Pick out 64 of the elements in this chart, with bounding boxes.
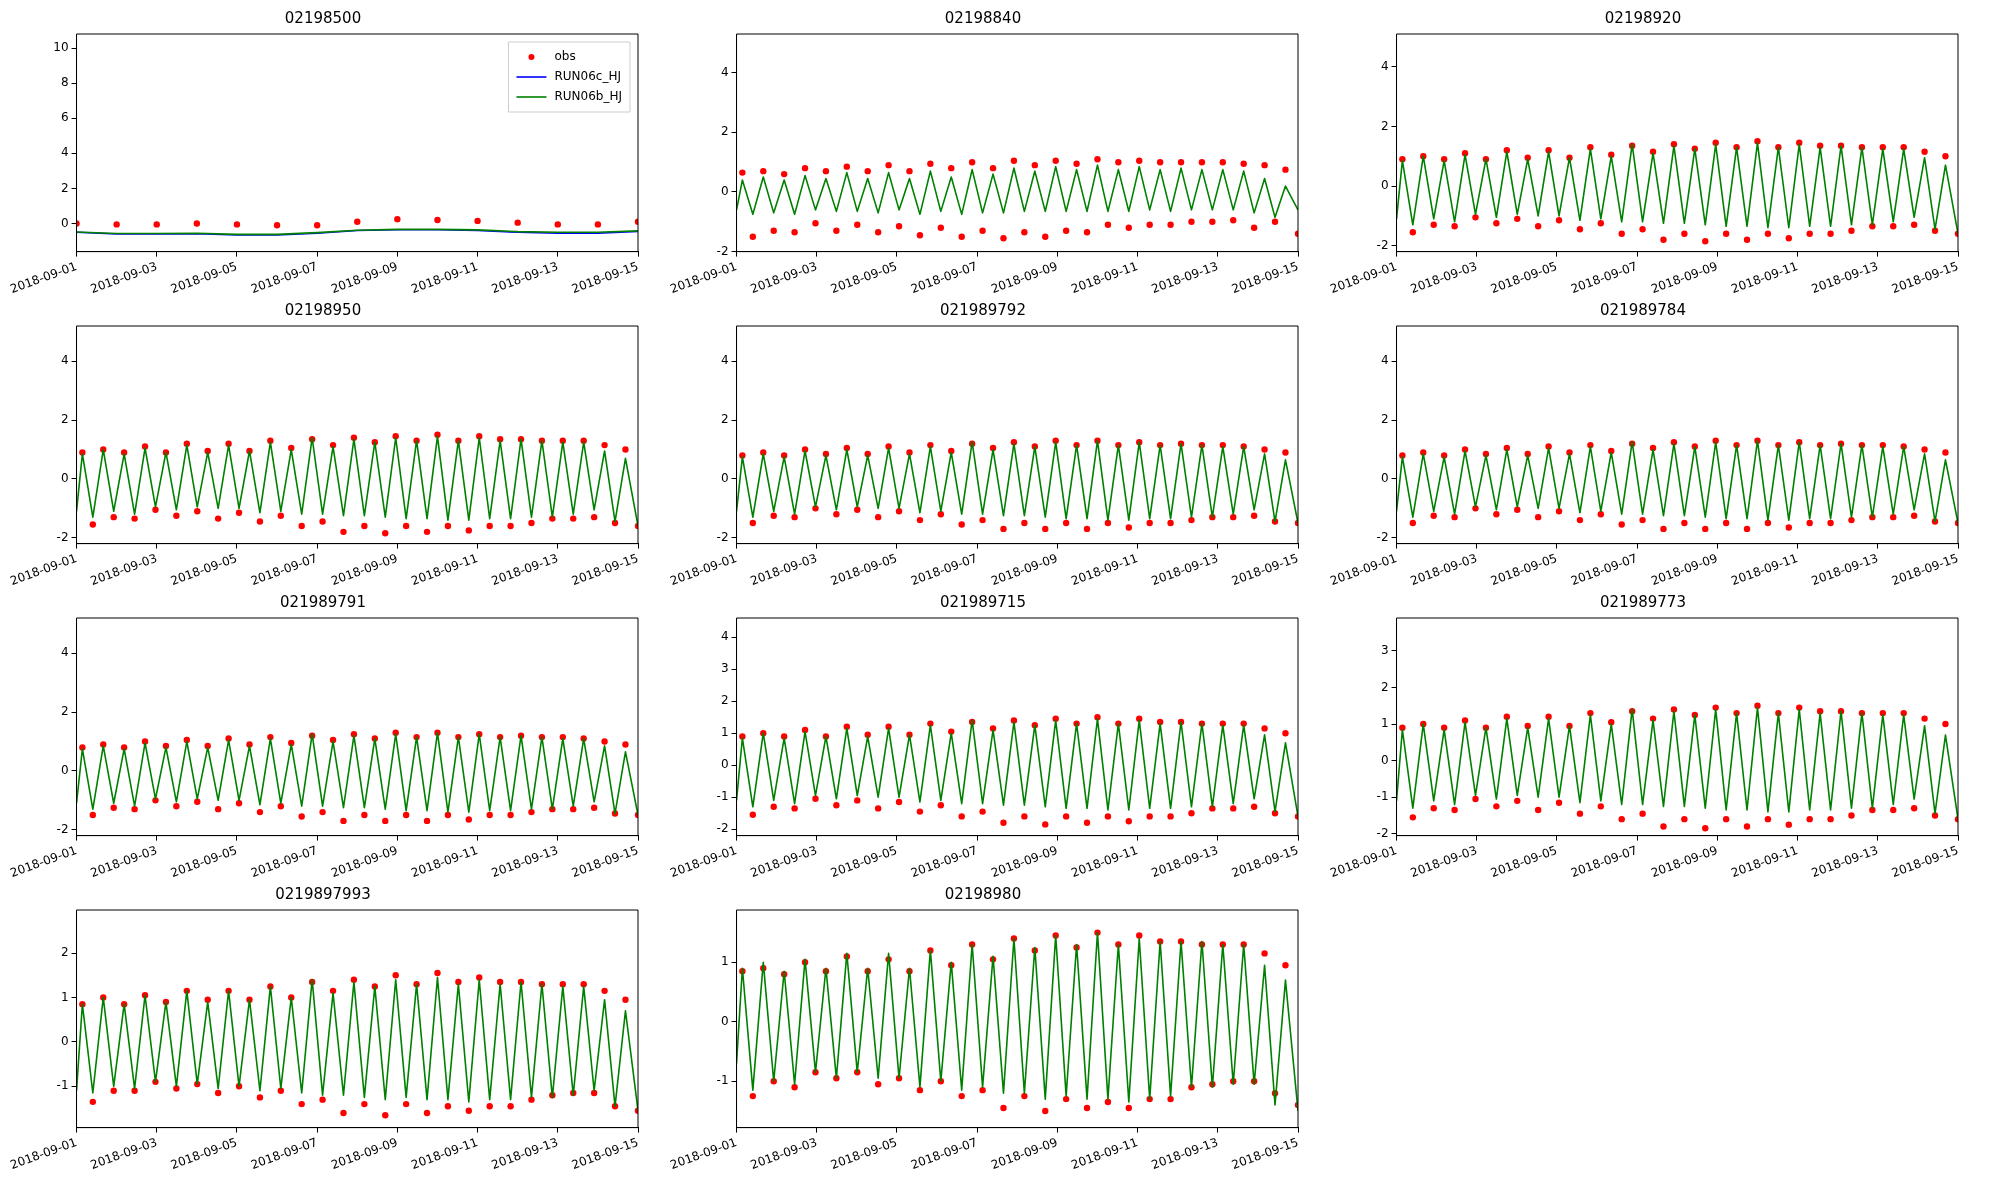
chart-title: 02198980 (944, 884, 1022, 903)
y-tick-label: 6 (60, 110, 69, 125)
y-tick-label: -1 (56, 1078, 69, 1093)
y-tick-label: 4 (720, 629, 729, 644)
y-tick-label: 0 (720, 184, 729, 199)
y-tick-label: 2 (1380, 412, 1389, 427)
y-tick-label: 10 (53, 40, 69, 55)
y-tick-label: 0 (60, 763, 69, 778)
y-tick-label: 0 (720, 471, 729, 486)
legend-label: RUN06c_HJ (554, 69, 621, 84)
chart-title: 021989773 (1600, 592, 1686, 611)
chart-title: 021989791 (280, 592, 366, 611)
y-tick-label: 1 (720, 725, 729, 740)
chart-title: 021989784 (1600, 300, 1686, 319)
legend-label: obs (554, 49, 576, 64)
y-tick-label: 2 (60, 704, 69, 719)
y-tick-label: 4 (60, 353, 69, 368)
y-tick-label: -2 (56, 821, 69, 836)
y-tick-label: -2 (716, 243, 729, 258)
y-tick-label: 3 (720, 661, 729, 676)
chart-title: 02198500 (284, 8, 362, 27)
y-tick-label: 2 (720, 693, 729, 708)
y-tick-label: 2 (60, 412, 69, 427)
y-tick-label: -2 (1376, 237, 1389, 252)
y-tick-label: 2 (720, 124, 729, 139)
y-tick-label: 4 (60, 645, 69, 660)
y-tick-label: 0 (60, 1034, 69, 1049)
y-tick-label: 0 (60, 471, 69, 486)
chart-title: 021989715 (940, 592, 1026, 611)
y-tick-label: 0 (1380, 178, 1389, 193)
y-tick-label: 0 (1380, 471, 1389, 486)
y-tick-label: 0 (60, 215, 69, 230)
y-tick-label: 1 (60, 989, 69, 1004)
y-tick-label: -1 (1376, 789, 1389, 804)
y-tick-label: -1 (716, 1073, 729, 1088)
y-tick-label: -1 (716, 789, 729, 804)
y-tick-label: 1 (1380, 716, 1389, 731)
chart-title: 02198920 (1604, 8, 1682, 27)
y-tick-label: -2 (56, 529, 69, 544)
y-tick-label: 1 (720, 954, 729, 969)
y-tick-label: -2 (1376, 825, 1389, 840)
y-tick-label: 4 (60, 145, 69, 160)
legend-label: RUN06b_HJ (554, 89, 622, 104)
y-tick-label: 0 (1380, 752, 1389, 767)
y-tick-label: 4 (720, 353, 729, 368)
y-tick-label: 0 (720, 757, 729, 772)
y-tick-label: -2 (716, 821, 729, 836)
chart-title: 0219897993 (275, 884, 371, 903)
y-tick-label: 2 (60, 180, 69, 195)
y-tick-label: 2 (1380, 118, 1389, 133)
chart-title: 02198840 (944, 8, 1022, 27)
y-tick-label: 2 (720, 412, 729, 427)
y-tick-label: 4 (1380, 353, 1389, 368)
y-tick-label: 4 (720, 64, 729, 79)
y-tick-label: -2 (716, 529, 729, 544)
chart-title: 021989792 (940, 300, 1026, 319)
y-tick-label: 8 (60, 75, 69, 90)
y-tick-label: 2 (1380, 679, 1389, 694)
y-tick-label: 2 (60, 945, 69, 960)
y-tick-label: 4 (1380, 58, 1389, 73)
chart-title: 02198950 (284, 300, 362, 319)
y-tick-label: -2 (1376, 529, 1389, 544)
y-tick-label: 0 (720, 1013, 729, 1028)
y-tick-label: 3 (1380, 643, 1389, 658)
